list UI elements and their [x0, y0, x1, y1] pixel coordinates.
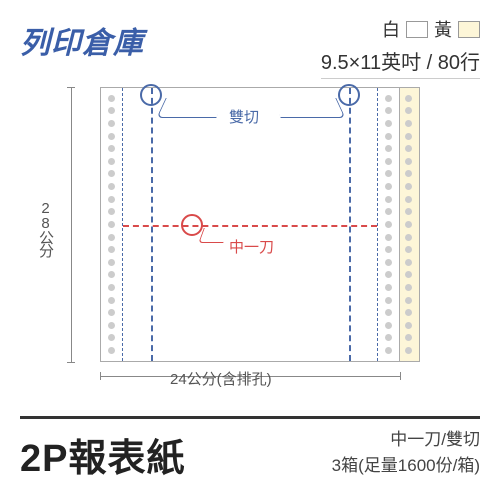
perf-hole-icon	[108, 259, 115, 266]
perf-hole-icon	[405, 95, 412, 102]
perf-hole-icon	[405, 196, 412, 203]
perf-hole-icon	[108, 309, 115, 316]
product-details: 中一刀/雙切 3箱(足量1600份/箱)	[332, 427, 480, 478]
perforation-strip	[397, 88, 419, 361]
perf-hole-icon	[385, 95, 392, 102]
perf-hole-icon	[405, 334, 412, 341]
paper-diagram: 28公分 雙切 中一刀 24公分(含排孔)	[25, 82, 475, 382]
perf-hole-icon	[405, 322, 412, 329]
perf-hole-icon	[405, 309, 412, 316]
perf-hole-icon	[405, 145, 412, 152]
perf-hole-icon	[385, 196, 392, 203]
paper-stack: 雙切 中一刀	[100, 87, 420, 362]
perforation-strip	[101, 88, 123, 361]
height-tick	[67, 362, 75, 363]
color-swatches: 白 黃	[321, 16, 480, 42]
perf-hole-icon	[405, 120, 412, 127]
perf-hole-icon	[108, 322, 115, 329]
cut-marker-icon	[140, 84, 162, 106]
perf-hole-icon	[385, 322, 392, 329]
middle-cut-label: 中一刀	[229, 236, 274, 257]
callout-line	[271, 98, 345, 118]
perf-hole-icon	[405, 234, 412, 241]
perf-hole-icon	[385, 133, 392, 140]
perf-hole-icon	[108, 145, 115, 152]
perf-hole-icon	[405, 297, 412, 304]
middle-cut-marker-icon	[181, 214, 203, 236]
callout-line	[198, 228, 228, 243]
perf-hole-icon	[385, 334, 392, 341]
perf-hole-icon	[108, 347, 115, 354]
perf-hole-icon	[108, 95, 115, 102]
horizontal-cut-line	[123, 225, 377, 227]
perf-hole-icon	[385, 120, 392, 127]
perf-hole-icon	[385, 309, 392, 316]
perf-hole-icon	[108, 297, 115, 304]
perf-hole-icon	[385, 145, 392, 152]
cut-spec: 中一刀/雙切	[332, 427, 480, 453]
perf-hole-icon	[405, 246, 412, 253]
paper-sheet-front: 雙切 中一刀	[100, 87, 400, 362]
perf-hole-icon	[108, 107, 115, 114]
perf-hole-icon	[108, 221, 115, 228]
size-spec: 9.5×11英吋 / 80行	[321, 46, 480, 79]
perf-hole-icon	[385, 234, 392, 241]
perf-hole-icon	[108, 334, 115, 341]
perf-hole-icon	[405, 208, 412, 215]
perf-hole-icon	[108, 284, 115, 291]
perf-hole-icon	[405, 347, 412, 354]
swatch-label-yellow: 黃	[434, 16, 452, 42]
product-title: 2P報表紙	[20, 427, 185, 482]
cut-marker-icon	[338, 84, 360, 106]
perf-hole-icon	[385, 158, 392, 165]
quantity-spec: 3箱(足量1600份/箱)	[332, 453, 480, 479]
perf-hole-icon	[108, 196, 115, 203]
perf-hole-icon	[108, 170, 115, 177]
perf-hole-icon	[405, 133, 412, 140]
perf-hole-icon	[108, 208, 115, 215]
height-tick	[67, 87, 75, 88]
perf-hole-icon	[405, 284, 412, 291]
perf-hole-icon	[385, 297, 392, 304]
perf-hole-icon	[405, 158, 412, 165]
width-tick	[100, 372, 101, 380]
product-footer: 2P報表紙 中一刀/雙切 3箱(足量1600份/箱)	[20, 416, 480, 482]
swatch-yellow	[458, 21, 480, 38]
swatch-label-white: 白	[382, 16, 400, 42]
perf-hole-icon	[385, 221, 392, 228]
perf-hole-icon	[108, 246, 115, 253]
perf-hole-icon	[385, 208, 392, 215]
perf-hole-icon	[385, 183, 392, 190]
perf-hole-icon	[405, 221, 412, 228]
width-tick	[400, 372, 401, 380]
perf-hole-icon	[405, 259, 412, 266]
perf-hole-icon	[405, 271, 412, 278]
height-rule	[71, 87, 72, 362]
perf-hole-icon	[108, 158, 115, 165]
perforation-strip	[377, 88, 399, 361]
perf-hole-icon	[385, 107, 392, 114]
perf-hole-icon	[385, 347, 392, 354]
double-cut-label: 雙切	[229, 106, 259, 127]
perf-hole-icon	[385, 271, 392, 278]
perf-hole-icon	[385, 170, 392, 177]
perf-hole-icon	[405, 107, 412, 114]
brand-logo: 列印倉庫	[20, 18, 144, 62]
callout-line	[156, 98, 225, 118]
perf-hole-icon	[108, 183, 115, 190]
perf-hole-icon	[385, 246, 392, 253]
perf-hole-icon	[405, 183, 412, 190]
swatch-white	[406, 21, 428, 38]
perf-hole-icon	[385, 284, 392, 291]
perf-hole-icon	[405, 170, 412, 177]
header-specs: 白 黃 9.5×11英吋 / 80行	[321, 16, 480, 79]
width-dimension: 24公分(含排孔)	[170, 368, 272, 389]
perf-hole-icon	[108, 234, 115, 241]
perf-hole-icon	[108, 133, 115, 140]
perf-hole-icon	[385, 259, 392, 266]
logo-text: 列印倉庫	[20, 27, 144, 60]
height-dimension: 28公分	[35, 200, 56, 256]
perf-hole-icon	[108, 271, 115, 278]
perf-hole-icon	[108, 120, 115, 127]
